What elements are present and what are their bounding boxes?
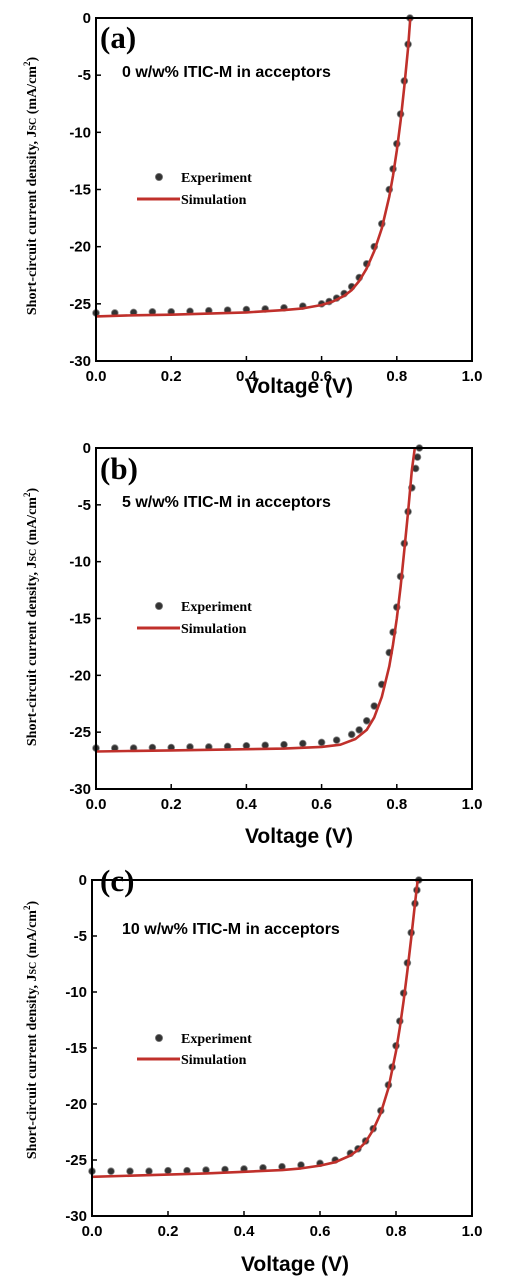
x-tick-label: 0.0 bbox=[82, 1223, 103, 1240]
simulation-line bbox=[95, 17, 412, 318]
plot-frame bbox=[95, 17, 473, 362]
y-tick-label: -30 bbox=[69, 781, 91, 798]
y-axis-label: Short-circuit current density, JSC (mA/c… bbox=[22, 488, 40, 747]
y-tick-label: -15 bbox=[65, 1040, 87, 1057]
y-tick-label: -5 bbox=[78, 497, 91, 514]
experiment-point bbox=[145, 1167, 153, 1175]
legend-experiment-marker bbox=[154, 602, 163, 611]
y-tick-label: 0 bbox=[79, 872, 87, 889]
panel-c: Short-circuit current density, JSC (mA/c… bbox=[22, 863, 482, 1276]
y-tick-label: -5 bbox=[74, 928, 87, 945]
x-tick-label: 0.2 bbox=[158, 1223, 179, 1240]
experiment-point bbox=[355, 726, 364, 734]
simulation-line bbox=[91, 879, 419, 1179]
x-tick-label: 0.6 bbox=[311, 796, 332, 813]
x-tick-label: 0.0 bbox=[86, 368, 107, 385]
legend-experiment-label: Experiment bbox=[181, 171, 252, 186]
legend-simulation-label: Simulation bbox=[181, 1053, 247, 1068]
y-tick-label: 0 bbox=[83, 440, 91, 457]
x-tick-label: 0.0 bbox=[86, 796, 107, 813]
x-axis-label: Voltage (V) bbox=[245, 825, 353, 848]
legend-experiment-marker bbox=[154, 1034, 163, 1043]
legend: Experiment Simulation bbox=[137, 171, 252, 208]
experiment-point bbox=[332, 736, 341, 744]
legend-experiment-label: Experiment bbox=[181, 1032, 252, 1047]
y-tick-label: -25 bbox=[69, 724, 91, 741]
y-tick-label: -30 bbox=[69, 353, 91, 370]
x-tick-label: 0.2 bbox=[161, 368, 182, 385]
experiment-point bbox=[298, 739, 307, 748]
x-tick-label: 0.4 bbox=[236, 796, 258, 813]
y-tick-label: -20 bbox=[69, 667, 91, 684]
x-tick-label: 0.6 bbox=[311, 368, 332, 385]
legend-simulation-label: Simulation bbox=[181, 622, 247, 637]
x-tick-label: 0.6 bbox=[310, 1223, 331, 1240]
panel-b: Short-circuit current density, JSC (mA/c… bbox=[22, 440, 482, 848]
y-tick-label: -5 bbox=[78, 67, 91, 84]
y-tick-label: -10 bbox=[69, 124, 91, 141]
legend-experiment-label: Experiment bbox=[181, 600, 252, 615]
y-axis-label: Short-circuit current density, JSC (mA/c… bbox=[22, 57, 40, 316]
simulation-line bbox=[95, 447, 417, 753]
y-tick-label: 0 bbox=[83, 10, 91, 27]
panel-a: Short-circuit current density, JSC (mA/c… bbox=[22, 10, 482, 398]
legend-simulation-label: Simulation bbox=[181, 193, 247, 208]
y-tick-label: -15 bbox=[69, 182, 91, 199]
x-tick-label: 1.0 bbox=[462, 796, 483, 813]
experiment-point bbox=[164, 1166, 172, 1175]
x-axis-label: Voltage (V) bbox=[245, 375, 353, 398]
experiment-point bbox=[280, 740, 288, 749]
panel-annotation: 0 w/w% ITIC-M in acceptors bbox=[122, 64, 331, 81]
x-tick-label: 0.8 bbox=[386, 1223, 407, 1240]
experiment-point bbox=[362, 716, 371, 725]
x-tick-label: 1.0 bbox=[462, 1223, 483, 1240]
x-tick-label: 0.4 bbox=[234, 1223, 256, 1240]
y-tick-label: -25 bbox=[69, 296, 91, 313]
experiment-point bbox=[107, 1167, 115, 1175]
panel-annotation: 10 w/w% ITIC-M in acceptors bbox=[122, 921, 340, 938]
y-tick-label: -10 bbox=[69, 554, 91, 571]
plot-frame bbox=[91, 879, 473, 1217]
experiment-point bbox=[347, 730, 356, 739]
x-axis-label: Voltage (V) bbox=[241, 1253, 349, 1276]
x-tick-label: 1.0 bbox=[462, 368, 483, 385]
experiment-point bbox=[126, 1167, 134, 1175]
x-tick-label: 0.4 bbox=[236, 368, 258, 385]
panel-label: (a) bbox=[100, 20, 136, 55]
plot-frame bbox=[95, 447, 473, 790]
y-tick-label: -30 bbox=[65, 1208, 87, 1225]
panel-annotation: 5 w/w% ITIC-M in acceptors bbox=[122, 494, 331, 511]
y-tick-label: -10 bbox=[65, 984, 87, 1001]
legend: Experiment Simulation bbox=[137, 600, 252, 637]
legend: Experiment Simulation bbox=[137, 1032, 252, 1068]
y-tick-label: -25 bbox=[65, 1152, 87, 1169]
y-axis-label: Short-circuit current density, JSC (mA/c… bbox=[22, 901, 40, 1160]
legend-experiment-marker bbox=[154, 172, 163, 181]
x-tick-label: 0.2 bbox=[161, 796, 182, 813]
x-tick-label: 0.8 bbox=[386, 368, 407, 385]
y-tick-label: -20 bbox=[65, 1096, 87, 1113]
experiment-point bbox=[317, 738, 326, 747]
x-tick-label: 0.8 bbox=[386, 796, 407, 813]
panel-label: (b) bbox=[100, 451, 138, 486]
y-tick-label: -20 bbox=[69, 239, 91, 256]
y-tick-label: -15 bbox=[69, 611, 91, 628]
